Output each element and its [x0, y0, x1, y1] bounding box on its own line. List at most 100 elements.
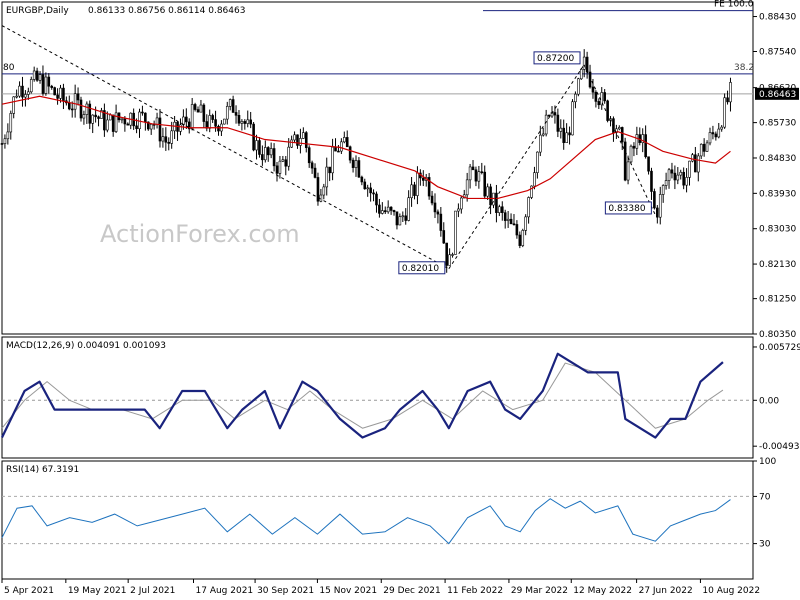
candle-body: [62, 87, 65, 102]
candle-body: [448, 254, 451, 266]
swing-label: 0.82010: [402, 264, 439, 274]
candle-body: [103, 110, 106, 131]
candle-body: [44, 76, 48, 94]
candle-body: [149, 124, 153, 130]
candle-body: [334, 146, 337, 152]
candle-body: [38, 74, 42, 81]
candle-body: [495, 192, 498, 213]
candle-body: [430, 195, 434, 204]
candle-body: [673, 172, 677, 181]
candle-body: [24, 94, 27, 98]
trend-line: [1, 25, 450, 270]
candle-body: [480, 171, 484, 173]
candle-body: [217, 125, 220, 132]
candle-body: [386, 206, 390, 213]
candle-body: [21, 85, 24, 98]
candle-body: [18, 85, 21, 97]
candle-body: [577, 78, 580, 95]
candle-body: [296, 134, 299, 146]
candle-body: [111, 114, 115, 132]
candle-body: [641, 134, 645, 143]
candle-body: [73, 93, 77, 110]
candle-body: [471, 166, 475, 171]
candle-body: [331, 146, 334, 174]
candle-body: [489, 186, 492, 206]
candle-body: [190, 104, 194, 130]
candle-body: [714, 133, 718, 138]
candle-body: [667, 169, 671, 181]
trend-line: [448, 64, 585, 270]
candle-body: [533, 172, 536, 187]
candle-body: [0, 143, 4, 145]
candle-body: [705, 142, 709, 152]
x-tick-label: 17 Aug 2021: [196, 586, 254, 596]
x-tick-label: 15 Nov 2021: [319, 586, 377, 596]
price-ohlc: 0.86133 0.86756 0.86114 0.86463: [88, 6, 245, 16]
candle-body: [653, 191, 656, 209]
candle-body: [658, 194, 662, 218]
candle-body: [635, 134, 639, 149]
candle-body: [559, 127, 563, 132]
candle-body: [591, 86, 595, 93]
candle-body: [319, 194, 323, 202]
candle-body: [477, 171, 481, 182]
candle-body: [617, 127, 621, 130]
candle-body: [664, 180, 668, 186]
candle-body: [600, 92, 604, 106]
candle-body: [108, 114, 112, 121]
candle-body: [381, 210, 384, 214]
candle-body: [164, 136, 168, 143]
candle-body: [307, 147, 311, 164]
candle-body: [457, 208, 460, 212]
candle-body: [342, 137, 346, 143]
candle-body: [694, 154, 697, 173]
candle-body: [632, 145, 636, 149]
candle-body: [363, 181, 367, 190]
candle-body: [6, 131, 10, 140]
candle-body: [530, 185, 533, 198]
candle-body: [527, 197, 530, 218]
candle-body: [293, 134, 296, 141]
candle-body: [603, 92, 606, 102]
candle-body: [597, 101, 601, 106]
candle-body: [70, 108, 74, 111]
price-ytick-label: 0.83030: [759, 225, 796, 235]
candle-body: [454, 210, 457, 255]
candle-body: [269, 148, 273, 156]
candle-body: [524, 216, 527, 231]
candle-body: [515, 224, 519, 236]
x-tick-label: 2 Jul 2021: [130, 586, 175, 596]
candle-body: [27, 91, 30, 95]
x-tick-label: 5 Apr 2021: [4, 586, 54, 596]
candle-body: [185, 116, 188, 123]
candle-body: [193, 104, 197, 110]
candle-body: [284, 159, 288, 167]
candle-body: [167, 141, 171, 144]
rsi-title: RSI(14) 67.3191: [6, 465, 79, 475]
swing-label: 0.83380: [608, 204, 645, 214]
candle-body: [266, 147, 270, 156]
swing-label-box: [533, 51, 581, 65]
candle-body: [539, 134, 542, 153]
candle-body: [588, 71, 592, 88]
price-layer: FE 100.0 38.2 80 0.87200 0.82010 0.83380: [0, 0, 754, 275]
candle-body: [389, 206, 393, 211]
candle-body: [626, 161, 630, 181]
macd-ytick-label: 0.005729: [759, 343, 800, 353]
candle-body: [199, 104, 203, 113]
candle-body: [500, 206, 504, 213]
candle-body: [29, 79, 33, 93]
candle-body: [56, 94, 59, 99]
candle-body: [255, 140, 258, 151]
candle-body: [360, 176, 364, 183]
rsi-ytick-label: 100: [759, 457, 776, 467]
candle-body: [392, 210, 396, 213]
rsi-line: [1, 498, 731, 545]
candle-body: [155, 117, 159, 125]
candle-body: [395, 211, 399, 226]
candle-body: [234, 112, 238, 116]
candle-body: [214, 119, 217, 127]
candle-body: [340, 141, 343, 152]
candle-body: [644, 134, 647, 158]
